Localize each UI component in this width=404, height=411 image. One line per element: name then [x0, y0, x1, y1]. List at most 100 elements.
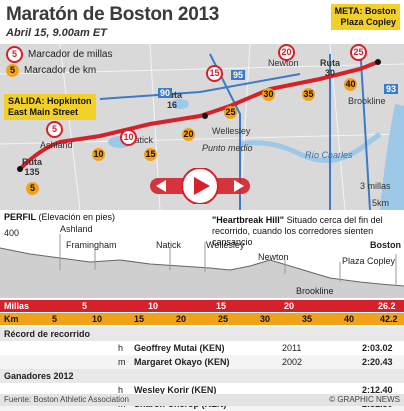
mile-marker-10: 10 [120, 129, 137, 146]
page-title: Maratón de Boston 2013 [6, 4, 220, 25]
town-wellesley: Wellesley [212, 126, 251, 136]
start-callout: SALIDA: Hopkinton East Main Street [4, 94, 96, 120]
km-tick-15: 15 [134, 314, 145, 324]
profile-graph [0, 234, 404, 298]
table-row: h Wesley Korir (KEN) 2:12.40 [0, 383, 404, 397]
map-graphic [0, 44, 404, 210]
miles-bar: Millas 5 10 15 20 26.2 [0, 300, 404, 312]
km-tick-20: 20 [176, 314, 187, 324]
profile-y-top: 400 [4, 228, 20, 238]
town-midpoint: Punto medio [202, 143, 253, 153]
runner-name: Wesley Korir (KEN) [134, 385, 217, 395]
profile-title-rest: (Elevación en pies) [36, 212, 116, 222]
legend-miles-label: Marcador de millas [28, 49, 113, 60]
mile-marker-icon: 5 [6, 46, 23, 63]
records-header-row: Récord de recorrido [0, 327, 404, 341]
finish-callout: META: Boston Plaza Copley [330, 4, 400, 30]
table-row: m Margaret Okayo (KEN) 2002 2:20.43 [0, 355, 404, 369]
mile-marker-5: 5 [46, 121, 63, 138]
record-year: 2011 [282, 343, 302, 353]
miles-tick-10: 10 [148, 301, 159, 311]
runner-name: Geoffrey Mutai (KEN) [134, 343, 225, 353]
legend-miles: 5 Marcador de millas [6, 46, 112, 63]
legend-km: 5 Marcador de km [6, 64, 96, 77]
elevation-profile: PERFIL (Elevación en pies) 400 0 Ashland… [0, 210, 404, 302]
miles-tick-5: 5 [82, 301, 88, 311]
winners-header: Ganadores 2012 [4, 371, 74, 381]
profile-framingham: Framingham [66, 240, 117, 250]
hh-bold: "Heartbreak Hill" [212, 215, 285, 225]
km-bar-label: Km [4, 314, 19, 324]
km-tick-40: 40 [344, 314, 355, 324]
heartbreak-hill-note: "Heartbreak Hill" Situado cerca del fin … [212, 215, 402, 248]
start-line2: East Main Street [8, 107, 79, 117]
profile-copley: Plaza Copley [342, 256, 396, 266]
route-135: Ruta 135 [22, 157, 42, 177]
profile-ashland: Ashland [60, 224, 93, 234]
mile-marker-15: 15 [206, 65, 223, 82]
footer-source: Fuente: Boston Athletic Association [4, 395, 129, 404]
start-line1: SALIDA: Hopkinton [8, 96, 92, 106]
profile-natick: Natick [156, 240, 182, 250]
highway-95-icon: 95 [231, 70, 246, 80]
scale-km: 5km [372, 198, 390, 208]
highway-93-icon: 93 [384, 84, 399, 94]
gender: h [118, 385, 124, 395]
footer-credit: © GRAPHIC NEWS [329, 395, 400, 404]
km-tick-30: 30 [260, 314, 271, 324]
profile-title: PERFIL (Elevación en pies) [4, 212, 115, 222]
winners-header-row: Ganadores 2012 [0, 369, 404, 383]
route-135-num: 135 [24, 167, 40, 177]
km-bar: Km 5 10 15 20 25 30 35 40 42.2 [0, 313, 404, 325]
route-30-label: Ruta [320, 58, 340, 68]
highway-90-icon: 90 [158, 88, 173, 98]
town-newton: Newton [268, 58, 299, 68]
km-tick-5: 5 [52, 314, 58, 324]
mile-marker-20: 20 [278, 44, 295, 61]
play-button[interactable] [150, 168, 250, 204]
miles-tick-26: 26.2 [378, 301, 396, 311]
profile-brookline: Brookline [296, 286, 334, 296]
gender: m [118, 357, 126, 367]
play-icon [194, 177, 210, 195]
km-marker-30: 30 [262, 88, 275, 101]
table-row: h Geoffrey Mutai (KEN) 2011 2:03.02 [0, 341, 404, 355]
km-marker-40: 40 [344, 78, 357, 91]
route-30-num: 30 [324, 68, 335, 78]
town-natick: Natick [128, 135, 154, 145]
miles-tick-20: 20 [284, 301, 295, 311]
record-time: 2:03.02 [362, 343, 393, 353]
km-marker-25: 25 [224, 106, 237, 119]
finish-line2: Plaza Copley [340, 17, 396, 27]
hh-rest: Situado cerca del fin del recorrido, cua… [212, 215, 383, 247]
winner-time: 2:12.40 [362, 385, 393, 395]
km-marker-5: 5 [26, 182, 39, 195]
town-brookline: Brookline [348, 96, 386, 106]
profile-title-bold: PERFIL [4, 212, 37, 222]
mile-marker-25: 25 [350, 44, 367, 61]
footer: Fuente: Boston Athletic Association © GR… [0, 394, 404, 406]
gender: h [118, 343, 124, 353]
km-marker-15: 15 [144, 148, 157, 161]
profile-boston: Boston [370, 240, 401, 250]
scale-miles: 3 millas [360, 181, 391, 191]
route-30: Ruta 30 [320, 58, 340, 78]
record-year: 2002 [282, 357, 303, 367]
km-tick-10: 10 [92, 314, 103, 324]
runner-name: Margaret Okayo (KEN) [134, 357, 230, 367]
finish-line1: META: Boston [334, 6, 396, 16]
record-time: 2:20.43 [362, 357, 393, 367]
route-map [0, 44, 404, 210]
legend-km-label: Marcador de km [24, 65, 97, 76]
race-date: Abril 15, 9.00am ET [6, 27, 107, 39]
miles-tick-15: 15 [216, 301, 227, 311]
profile-wellesley: Wellesley [206, 240, 245, 250]
km-marker-20: 20 [182, 128, 195, 141]
route-16-num: 16 [166, 100, 177, 110]
town-ashland: Ashland [40, 140, 73, 150]
records-header: Récord de recorrido [4, 329, 91, 339]
route-135-label: Ruta [22, 157, 42, 167]
km-marker-35: 35 [302, 88, 315, 101]
river-charles: Río Charles [305, 150, 353, 160]
km-tick-42: 42.2 [380, 314, 398, 324]
